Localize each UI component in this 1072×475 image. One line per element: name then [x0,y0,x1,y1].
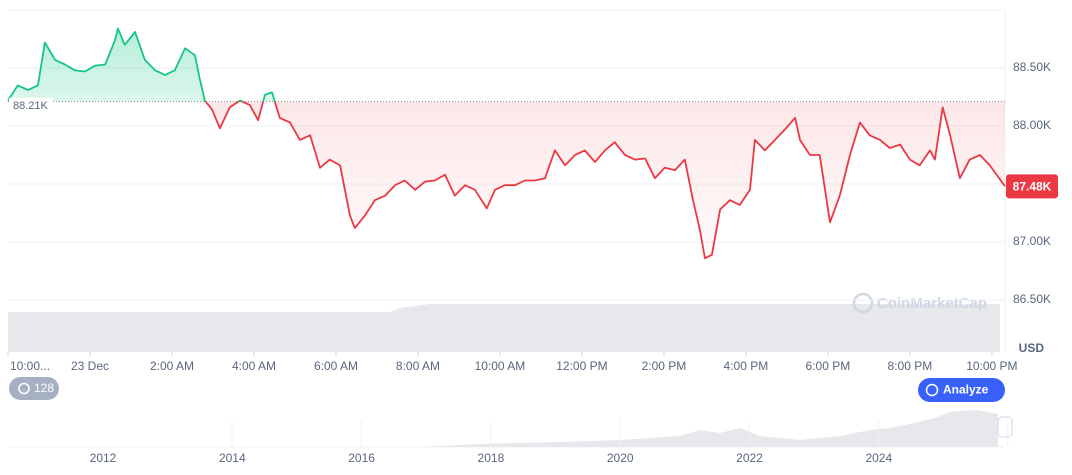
navigator-handle[interactable] [997,416,1013,438]
volume-area [8,304,1000,352]
last-price-label: 87.48K [1013,179,1052,193]
navigator: 2012 2014 2016 2018 2020 2022 2024 [8,410,1013,465]
x-tick-label: 10:00... [10,359,50,373]
x-tick-label: 10:00 PM [966,359,1017,373]
navigator-year: 2018 [478,451,505,465]
x-tick-label: 10:00 AM [475,359,526,373]
y-unit: USD [1019,341,1045,355]
x-tick-label: 6:00 PM [806,359,851,373]
y-tick-label: 88.00K [1013,118,1051,132]
history-button[interactable]: 128 [9,377,59,400]
history-icon [18,382,30,395]
navigator-year: 2020 [607,451,634,465]
x-tick-label: 4:00 PM [724,359,769,373]
baseline-label: 88.21K [13,100,49,112]
navigator-area [8,410,998,447]
x-tick-label: 2:00 AM [150,359,194,373]
y-tick-label: 86.50K [1013,292,1051,306]
watermark-text: CoinMarketCap [877,295,987,312]
x-tick-label: 4:00 AM [232,359,276,373]
last-price-tag [1006,174,1058,199]
x-tick-label: 8:00 AM [396,359,440,373]
history-count: 128 [34,381,54,395]
price-line [7,27,1006,260]
x-tick-label: 2:00 PM [642,359,687,373]
analyze-label: Analyze [943,383,989,397]
price-area [8,28,1005,259]
watermark-logo [852,292,874,314]
analyze-button[interactable]: Analyze [918,378,1005,402]
x-tick-label: 8:00 PM [888,359,933,373]
navigator-year: 2014 [219,451,246,465]
history-pill[interactable] [9,377,59,400]
x-tick-label: 23 Dec [71,359,109,373]
analyze-pill[interactable] [918,378,1005,402]
navigator-year: 2016 [348,451,375,465]
x-tick-label: 12:00 PM [556,359,607,373]
analyze-icon [925,383,939,397]
navigator-year: 2012 [90,451,117,465]
navigator-year: 2022 [736,451,763,465]
y-tick-label: 88.50K [1013,60,1051,74]
y-tick-label: 87.00K [1013,234,1051,248]
navigator-year: 2024 [865,451,892,465]
x-tick-label: 6:00 AM [314,359,358,373]
watermark: CoinMarketCap [852,292,987,314]
baseline-label-box [9,97,53,114]
